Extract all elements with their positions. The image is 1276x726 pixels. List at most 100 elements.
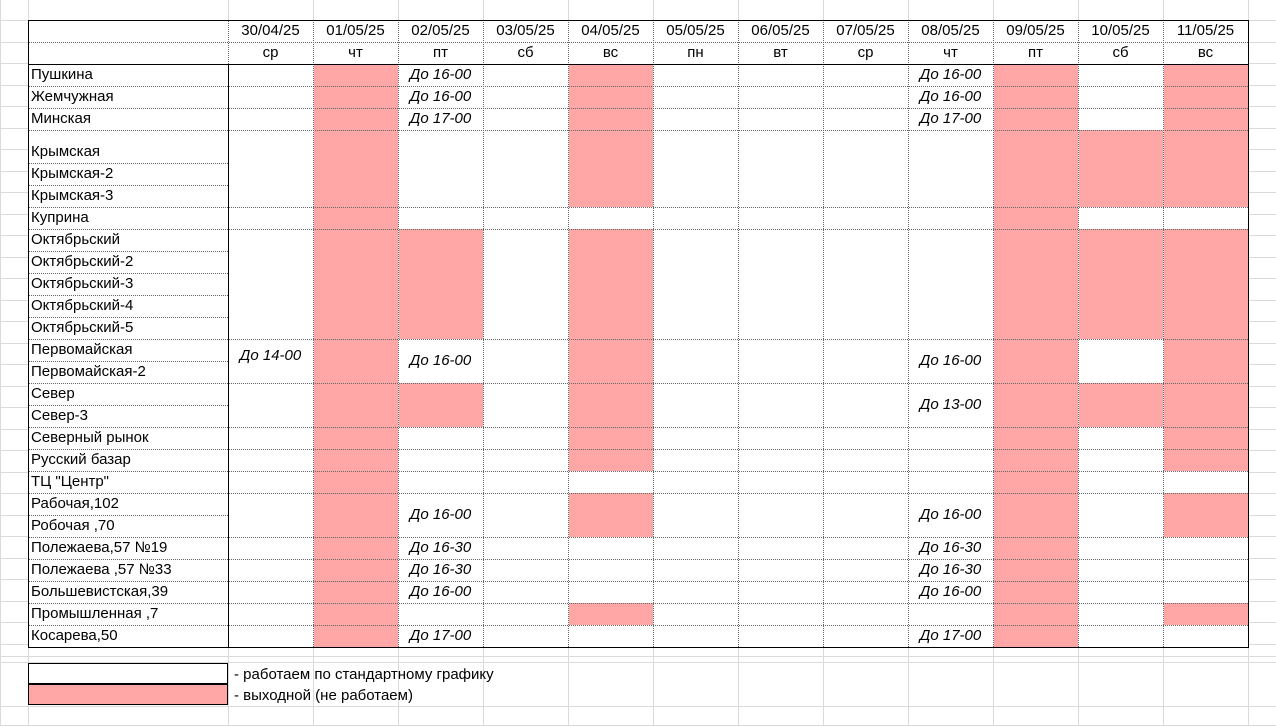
day-off-cell [994,449,1078,471]
store-name: Рабочая,102 [31,495,119,512]
day-off-cell [314,493,398,537]
store-name: Русский базар [31,451,131,468]
day-off-cell [569,339,653,383]
weekday-header: чт [348,44,363,61]
work-hours: До 16-00 [409,88,472,105]
store-name: Октябрьский [31,231,120,248]
store-name: Первомайская-2 [31,363,146,380]
row-separator [28,405,228,406]
row-separator [28,86,228,87]
store-name: Минская [31,110,92,127]
work-hours: До 16-00 [919,583,982,600]
gridline [0,0,1,726]
day-off-cell [314,603,398,625]
store-name: Робочая ,70 [31,517,115,534]
row-separator [28,108,228,109]
date-header: 03/05/25 [496,22,555,39]
date-header: 07/05/25 [836,22,895,39]
day-off-cell [1164,108,1248,130]
day-off-cell [994,207,1078,229]
legend-swatch-standard [28,663,228,684]
weekday-header: ср [262,44,279,61]
day-off-cell [994,427,1078,449]
work-hours: До 16-30 [919,539,982,556]
day-off-cell [314,449,398,471]
day-off-cell [994,339,1078,383]
date-header: 04/05/25 [581,22,640,39]
gridline [1163,645,1164,726]
day-off-cell [994,108,1078,130]
day-off-cell [569,64,653,86]
row-separator [28,229,228,230]
column-separator [908,20,909,647]
day-off-cell [994,581,1078,603]
day-off-cell [399,229,483,339]
work-hours: До 16-30 [409,539,472,556]
day-off-cell [569,427,653,449]
weekday-header: вт [773,44,788,61]
day-off-cell [314,207,398,229]
row-separator [28,471,228,472]
date-header: 06/05/25 [751,22,810,39]
date-header: 02/05/25 [411,22,470,39]
day-off-cell [994,603,1078,625]
column-separator [483,20,484,647]
weekday-header: вс [1197,44,1214,61]
day-off-cell [314,537,398,559]
gridline [0,645,1,726]
store-name: Полежаева ,57 №33 [31,561,172,578]
date-header: 11/05/25 [1176,22,1235,39]
day-off-cell [314,383,398,427]
work-hours: До 16-00 [409,583,472,600]
store-name: Октябрьский-2 [31,253,134,270]
day-off-cell [569,108,653,130]
column-separator [313,20,314,647]
gridline [823,645,824,726]
store-name: Полежаева,57 №19 [31,539,168,556]
day-off-cell [994,64,1078,86]
date-header: 08/05/25 [921,22,980,39]
gridline [908,645,909,726]
store-name: Октябрьский-4 [31,297,134,314]
gridline [228,645,229,726]
row-separator [28,427,228,428]
column-separator [398,20,399,647]
day-off-cell [399,383,483,427]
gridline [993,645,994,726]
store-name: Жемчужная [31,88,114,105]
gridline [0,706,1276,707]
work-hours: До 16-00 [409,66,472,83]
day-off-cell [994,130,1078,207]
day-off-cell [569,383,653,427]
day-off-cell [314,108,398,130]
row-separator [28,273,228,274]
store-name: Первомайская [31,341,133,358]
day-off-cell [569,449,653,471]
day-off-cell [569,86,653,108]
row-separator [28,251,228,252]
store-name: Октябрьский-5 [31,319,134,336]
date-header: 09/05/25 [1006,22,1065,39]
row-separator [28,449,228,450]
day-off-cell [994,537,1078,559]
day-off-cell [314,581,398,603]
row-separator [28,383,228,384]
date-header: 30/04/25 [241,22,300,39]
weekday-header: вс [602,44,619,61]
gridline [1248,645,1249,726]
day-off-cell [314,130,398,207]
row-separator [28,537,228,538]
day-off-cell [569,229,653,339]
table-border-bottom [28,647,1249,648]
row-separator [28,493,228,494]
work-hours: До 16-00 [919,352,982,369]
work-hours: До 16-00 [919,506,982,523]
gridline [738,645,739,726]
day-off-cell [994,229,1078,339]
column-separator [568,20,569,647]
weekday-header: ср [857,44,874,61]
day-off-cell [1079,229,1163,339]
date-header: 10/05/25 [1091,22,1150,39]
work-hours: До 17-00 [919,110,982,127]
store-name: Крымская [31,143,101,160]
